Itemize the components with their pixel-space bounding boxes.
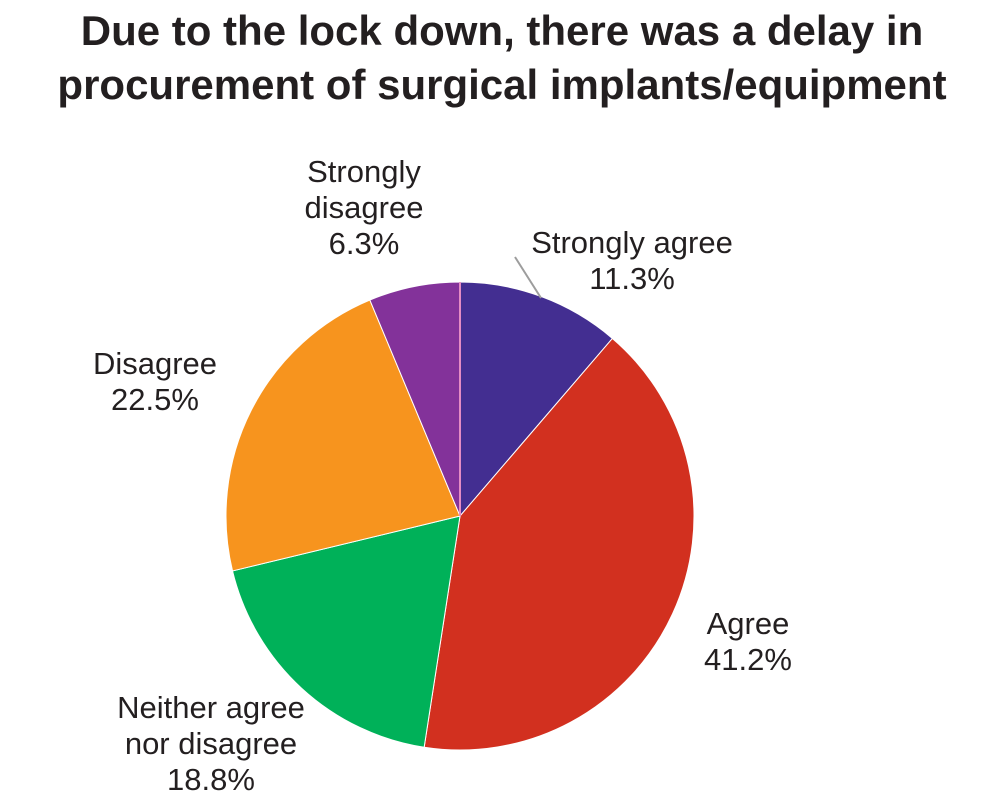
slice-value-label: 6.3% — [329, 226, 400, 261]
chart-title-line-2: procurement of surgical implants/equipme… — [57, 61, 947, 108]
slice-label-strongly-agree: Strongly agree 11.3% — [531, 225, 733, 296]
slice-label-strongly-disagree: Strongly disagree 6.3% — [305, 154, 424, 261]
slice-value-label: 22.5% — [111, 382, 199, 417]
slice-label-neither-agree-nor-disagree: Neither agree nor disagree 18.8% — [117, 690, 305, 797]
slice-category-label: Neither agree — [117, 690, 305, 725]
slice-label-agree: Agree 41.2% — [704, 606, 792, 677]
slice-value-label: 41.2% — [704, 642, 792, 677]
slice-value-label: 11.3% — [589, 261, 675, 296]
pie-slice-disagree — [225, 299, 461, 572]
slice-category-label: Agree — [707, 606, 790, 641]
chart-title-line-1: Due to the lock down, there was a delay … — [80, 7, 924, 54]
slice-category-label: disagree — [305, 190, 424, 225]
leader-line-strongly-agree — [514, 256, 542, 299]
pie-slice-agree — [423, 337, 695, 751]
slice-label-disagree: Disagree 22.5% — [93, 346, 217, 417]
slice-category-label: Strongly — [307, 154, 421, 189]
slice-category-label: Disagree — [93, 346, 217, 381]
chart-title: Due to the lock down, there was a delay … — [0, 4, 1004, 112]
slice-category-label: Strongly agree — [531, 225, 733, 260]
pie-slice-neither-agree-nor-disagree — [231, 515, 461, 748]
slice-category-label: nor disagree — [125, 726, 297, 761]
slice-value-label: 18.8% — [167, 762, 255, 797]
